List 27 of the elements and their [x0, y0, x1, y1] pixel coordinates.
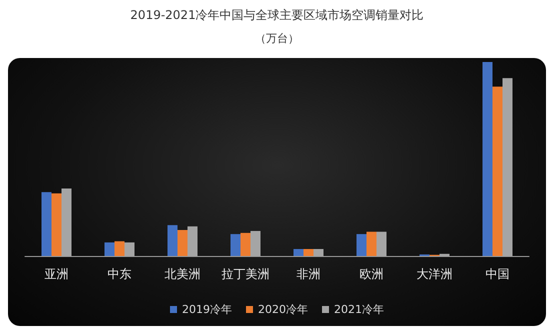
bar [168, 225, 178, 256]
chart-title: 2019-2021冷年中国与全球主要区域市场空调销量对比 [130, 8, 424, 22]
bar [52, 193, 62, 256]
legend-label: 2019冷年 [182, 303, 232, 316]
x-tick-label: 中国 [486, 267, 510, 281]
x-tick-label: 大洋洲 [416, 267, 452, 281]
bar [230, 234, 240, 256]
x-tick-label: 北美洲 [164, 267, 200, 281]
bar [42, 192, 52, 256]
x-tick-label: 欧洲 [360, 267, 384, 281]
bar [356, 234, 366, 256]
bar [240, 232, 250, 256]
bar [304, 249, 314, 256]
bar [294, 249, 304, 256]
bar [178, 230, 188, 256]
bar [492, 86, 502, 256]
legend-label: 2020冷年 [258, 303, 308, 316]
x-tick-label: 亚洲 [44, 267, 68, 281]
bar [104, 242, 114, 256]
x-tick-label: 拉丁美洲 [222, 267, 270, 281]
bar [114, 241, 124, 256]
legend-label: 2021冷年 [334, 303, 384, 316]
bar [366, 232, 376, 256]
x-tick-label: 非洲 [296, 267, 320, 281]
x-tick-label: 中东 [108, 267, 132, 281]
bar [482, 62, 492, 256]
chart-subtitle: （万台） [255, 32, 299, 45]
